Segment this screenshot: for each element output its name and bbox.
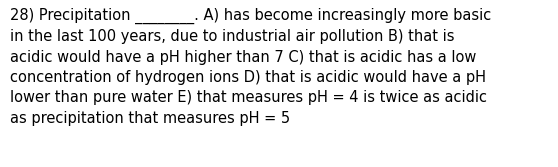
Text: 28) Precipitation ________. A) has become increasingly more basic
in the last 10: 28) Precipitation ________. A) has becom… xyxy=(10,8,491,126)
